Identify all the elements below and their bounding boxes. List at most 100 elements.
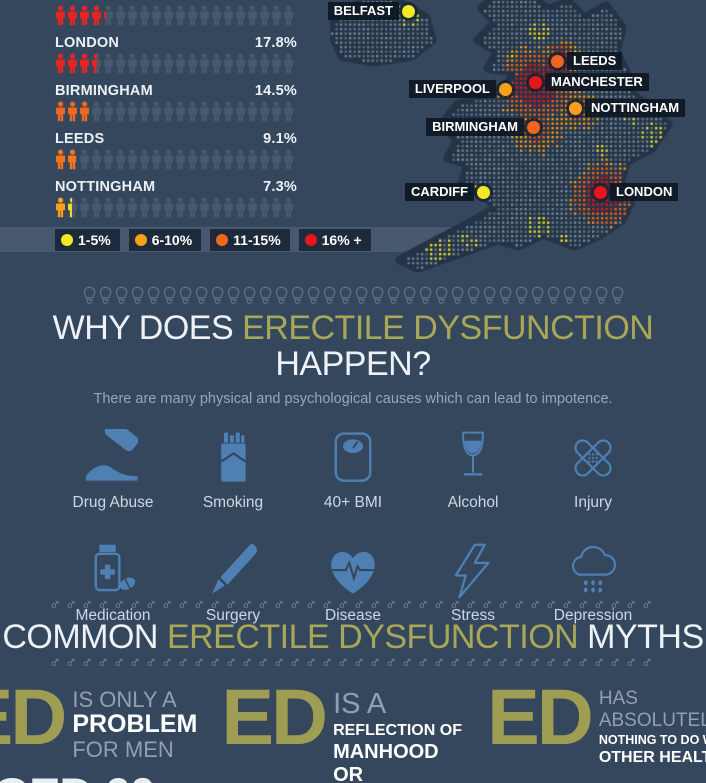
male-symbol-icon: ♂	[609, 597, 625, 614]
person-icon	[67, 101, 78, 122]
male-symbol-icon: ♂	[193, 655, 209, 673]
person-icon	[163, 53, 174, 74]
person-icon	[103, 5, 114, 26]
person-icon	[79, 101, 90, 122]
cause-label: Surgery	[205, 607, 261, 625]
legend-label: 16% +	[321, 232, 362, 248]
map-city-marker	[498, 82, 512, 96]
male-symbol-icon: ♂	[593, 597, 609, 614]
stat-percent-value: 17.8%	[254, 35, 297, 51]
bandage-icon	[533, 425, 653, 487]
male-symbol-icon: ♂	[433, 655, 449, 673]
person-icon	[79, 197, 90, 218]
cause-label: Medication	[75, 607, 151, 625]
lightbulb-icon	[163, 286, 176, 306]
pictogram-row	[55, 5, 297, 26]
lightbulb-icon	[323, 286, 336, 306]
person-icon	[259, 5, 270, 26]
lightbulb-icon	[131, 286, 144, 306]
person-icon	[67, 149, 78, 170]
myth-big-ed: ED	[221, 671, 328, 761]
male-symbol-icon: ♂	[257, 655, 273, 673]
myth-line: OTHER HEALTH	[598, 749, 706, 767]
person-icon	[163, 149, 174, 170]
cause-label: Disease	[325, 607, 381, 625]
person-icon	[223, 197, 234, 218]
male-symbol-icon: ♂	[49, 597, 65, 614]
lightbulb-icon	[419, 286, 432, 306]
male-symbol-icon: ♂	[225, 597, 241, 614]
person-icon	[175, 149, 186, 170]
lightbulb-icon	[179, 286, 192, 306]
lightbulb-icon	[531, 286, 544, 306]
person-icon	[55, 197, 66, 218]
male-symbol-icon: ♂	[625, 655, 641, 673]
myth-line: PROBLEM	[72, 710, 198, 739]
stat-percent-value: 14.5%	[254, 83, 297, 99]
lightbulb-icon	[339, 286, 352, 306]
person-icon	[127, 101, 138, 122]
lightbulb-icon	[435, 286, 448, 306]
causes-grid: Drug Abuse Smoking 40+ BMI Alcohol Injury Med…	[0, 425, 706, 625]
male-symbol-icon: ♂	[241, 655, 257, 673]
person-icon	[235, 101, 246, 122]
person-icon	[211, 101, 222, 122]
person-icon	[199, 101, 210, 122]
legend-chip: 6-10%	[128, 229, 202, 251]
uk-map-canvas	[330, 0, 706, 272]
myth-line: FOR MEN	[72, 737, 174, 763]
cause-item: Surgery	[173, 538, 293, 625]
male-symbol-icon: ♂	[65, 597, 81, 614]
person-icon	[235, 197, 246, 218]
cause-label: 40+ BMI	[323, 494, 383, 512]
person-icon	[127, 5, 138, 26]
legend-chip: 11-15%	[210, 229, 290, 251]
person-icon	[175, 53, 186, 74]
person-icon	[211, 197, 222, 218]
stat-row: LEEDS 9.1%	[55, 131, 297, 170]
male-symbol-icon: ♂	[497, 655, 513, 673]
myth-big-ed: ED	[0, 671, 67, 761]
myth-line: IS ONLY A	[72, 686, 177, 712]
lightbulb-icon	[547, 286, 560, 306]
person-icon	[103, 197, 114, 218]
person-icon	[139, 53, 150, 74]
lightbulb-icon	[515, 286, 528, 306]
cause-item: Depression	[533, 538, 653, 625]
person-icon	[79, 53, 90, 74]
person-icon	[175, 197, 186, 218]
person-icon	[151, 149, 162, 170]
stat-row: NOTTINGHAM 7.3%	[55, 179, 297, 218]
myths-title-pre: COMMON	[2, 617, 158, 656]
person-icon	[187, 5, 198, 26]
why-title: WHY DOES ERECTILE DYSFUNCTION HAPPEN?	[0, 309, 706, 382]
male-symbol-icon: ♂	[465, 597, 481, 614]
person-icon	[283, 197, 294, 218]
cause-label: Injury	[574, 494, 612, 512]
male-symbol-icon: ♂	[161, 597, 177, 614]
map-city-label: MANCHESTER	[545, 73, 649, 91]
male-symbol-icon: ♂	[209, 597, 225, 614]
legend-chip: 16% +	[298, 229, 371, 251]
why-title-highlight: ERECTILE DYSFUNCTION	[242, 309, 654, 347]
myths-title: COMMON ERECTILE DYSFUNCTION MYTHS	[0, 617, 706, 656]
lightbulb-icon	[227, 286, 240, 306]
male-symbol-icon: ♂	[289, 655, 305, 673]
male-symbol-icon: ♂	[305, 655, 321, 673]
person-icon	[199, 149, 210, 170]
myth-line: MANHOOD OR	[333, 741, 439, 783]
cause-item: Smoking	[173, 425, 293, 512]
person-icon	[283, 101, 294, 122]
lightbulb-icon	[195, 286, 208, 306]
male-symbol-icon: ♂	[353, 655, 369, 673]
stat-percent-value: 7.3%	[263, 179, 297, 195]
male-symbol-icon: ♂	[641, 655, 657, 673]
map-city-marker	[550, 54, 564, 68]
male-symbol-icon: ♂	[545, 655, 561, 673]
person-icon	[271, 5, 282, 26]
male-symbol-icon: ♂	[449, 597, 465, 614]
male-symbol-icon: ♂	[417, 655, 433, 673]
person-icon	[103, 149, 114, 170]
lightbulb-icon	[595, 286, 608, 306]
